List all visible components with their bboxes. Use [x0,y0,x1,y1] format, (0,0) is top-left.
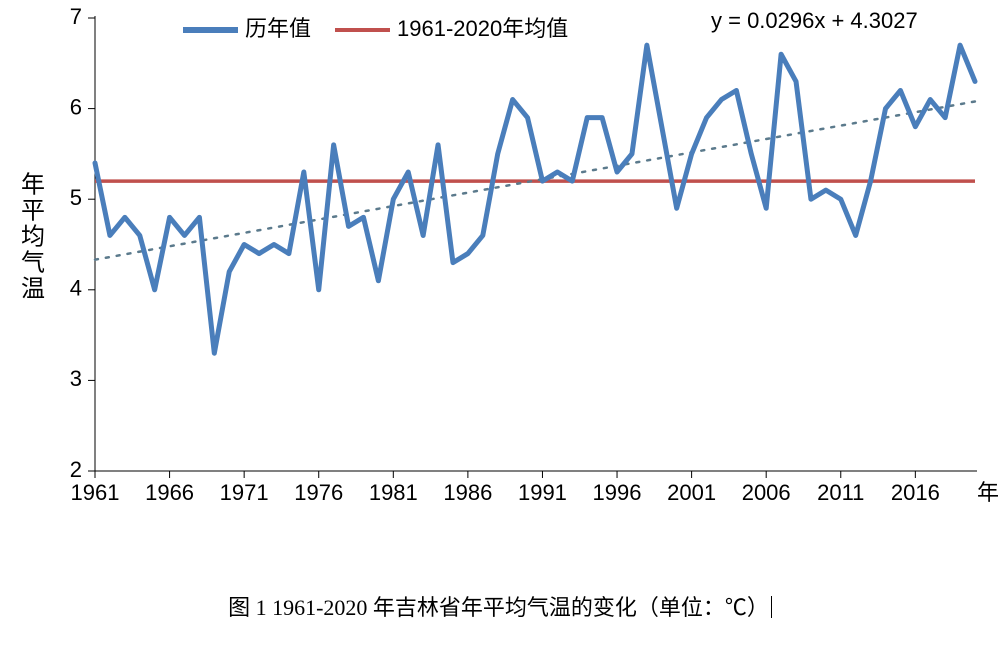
svg-text:2: 2 [70,457,82,482]
svg-text:年: 年 [21,172,45,199]
svg-text:年: 年 [977,480,999,505]
svg-text:5: 5 [70,185,82,210]
svg-text:1981: 1981 [369,480,418,505]
svg-text:均: 均 [21,224,45,251]
svg-text:1996: 1996 [593,480,642,505]
svg-text:气: 气 [21,250,45,277]
svg-text:3: 3 [70,366,82,391]
svg-text:2006: 2006 [742,480,791,505]
svg-text:温: 温 [21,276,45,303]
svg-text:1961-2020年均值: 1961-2020年均值 [397,16,568,41]
svg-text:2001: 2001 [667,480,716,505]
svg-text:4: 4 [70,276,82,301]
svg-text:2011: 2011 [817,480,864,505]
svg-text:1966: 1966 [145,480,194,505]
svg-text:6: 6 [70,94,82,119]
svg-text:1991: 1991 [518,480,567,505]
svg-text:1971: 1971 [220,480,269,505]
svg-text:历年值: 历年值 [245,16,311,41]
svg-text:1961: 1961 [71,480,120,505]
trend-equation: y = 0.0296x + 4.3027 [711,8,918,33]
figure-caption: 图 1 1961-2020 年吉林省年平均气温的变化（单位：℃） [228,595,769,620]
chart-container: 2 3 4 5 6 7 1961 1966 1971 1976 1981 1986 1991 1996 20… [0,0,1000,540]
svg-text:7: 7 [70,4,82,29]
page: 2 3 4 5 6 7 1961 1966 1971 1976 1981 1986 1991 1996 20… [0,0,1000,647]
line-chart: 2 3 4 5 6 7 1961 1966 1971 1976 1981 1986 1991 1996 20… [0,0,1000,540]
svg-text:1976: 1976 [294,480,343,505]
svg-text:1986: 1986 [443,480,492,505]
text-cursor-icon [771,596,772,618]
svg-text:2016: 2016 [891,480,940,505]
svg-text:平: 平 [21,198,45,225]
figure-caption-row: 图 1 1961-2020 年吉林省年平均气温的变化（单位：℃） [0,590,1000,622]
